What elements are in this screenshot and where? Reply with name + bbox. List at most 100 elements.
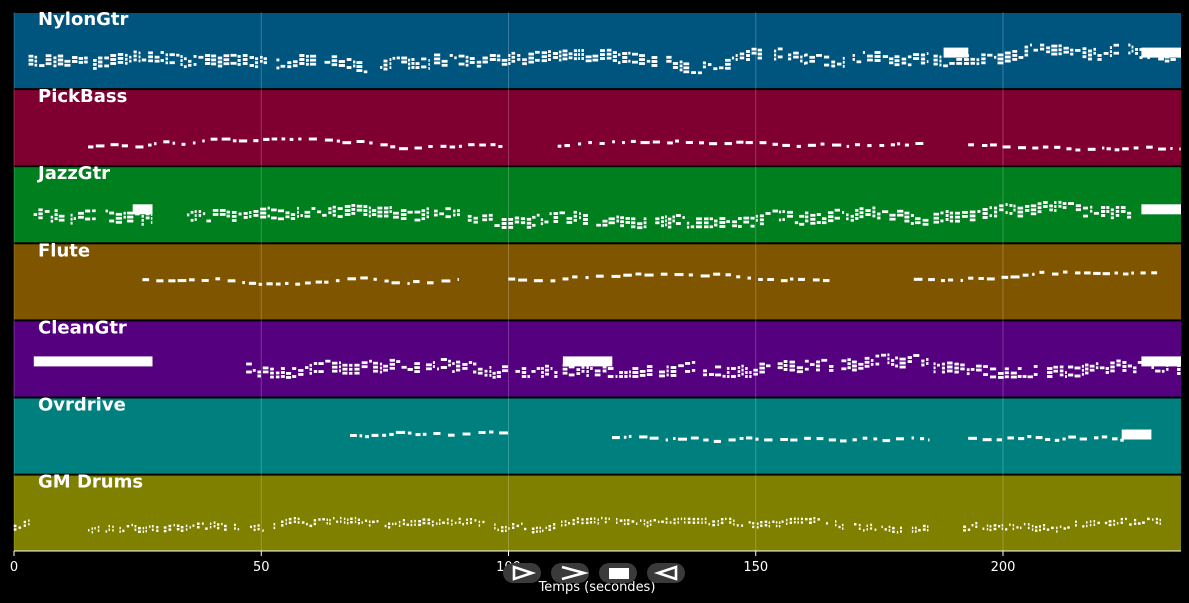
- note: [581, 518, 584, 521]
- note: [141, 222, 144, 226]
- note: [619, 519, 623, 522]
- note: [618, 53, 621, 57]
- note: [982, 527, 985, 530]
- note: [496, 54, 501, 58]
- note: [786, 522, 788, 525]
- note: [54, 209, 58, 213]
- note: [904, 215, 910, 219]
- note: [816, 54, 822, 57]
- note: [428, 59, 430, 62]
- note: [926, 52, 929, 56]
- note: [380, 143, 388, 147]
- note: [632, 375, 639, 378]
- note: [1133, 518, 1137, 522]
- note: [231, 210, 237, 214]
- note: [835, 520, 837, 523]
- step-back-button-bg[interactable]: [647, 563, 685, 583]
- note: [470, 521, 472, 524]
- note: [1007, 436, 1014, 440]
- note: [198, 209, 202, 213]
- sustained-note-block: [1121, 429, 1152, 440]
- note: [616, 521, 618, 524]
- note: [224, 528, 227, 531]
- note: [864, 356, 870, 360]
- note: [774, 53, 777, 57]
- play-button-bg[interactable]: [551, 563, 589, 583]
- note: [97, 64, 103, 68]
- step-back-button[interactable]: [647, 563, 685, 583]
- note: [211, 62, 217, 66]
- note: [350, 517, 353, 520]
- note: [759, 362, 765, 366]
- note: [768, 525, 771, 528]
- note: [119, 526, 121, 530]
- note: [105, 209, 108, 213]
- note: [373, 277, 377, 281]
- note: [573, 49, 578, 53]
- note: [894, 59, 900, 63]
- note: [616, 219, 619, 223]
- note: [631, 520, 635, 523]
- note: [600, 53, 605, 57]
- note: [545, 372, 549, 376]
- note: [295, 282, 301, 286]
- note: [393, 215, 399, 219]
- note: [50, 215, 54, 219]
- step-forward-button[interactable]: [503, 563, 541, 583]
- note: [383, 59, 388, 63]
- step-forward-button-bg[interactable]: [503, 563, 541, 583]
- note: [209, 526, 212, 529]
- note: [592, 58, 599, 62]
- note: [990, 367, 997, 371]
- note: [786, 518, 788, 522]
- note: [1082, 525, 1085, 528]
- play-button[interactable]: [551, 563, 589, 583]
- note: [804, 359, 809, 363]
- note: [371, 209, 377, 212]
- note: [441, 63, 448, 67]
- note: [545, 368, 549, 372]
- note: [363, 205, 368, 208]
- note: [505, 525, 507, 529]
- note: [1089, 368, 1095, 372]
- note: [1135, 52, 1139, 55]
- note: [573, 218, 577, 222]
- note: [553, 216, 559, 219]
- note: [982, 212, 988, 215]
- note: [408, 58, 411, 62]
- note: [1125, 517, 1127, 521]
- note: [482, 60, 488, 64]
- note: [313, 522, 317, 526]
- note: [572, 275, 578, 279]
- note: [585, 276, 589, 280]
- note: [686, 225, 690, 229]
- note: [196, 522, 200, 525]
- note: [156, 529, 159, 532]
- note: [631, 221, 636, 225]
- note: [970, 61, 975, 65]
- note: [999, 204, 1004, 208]
- note: [1043, 201, 1048, 204]
- note: [28, 62, 34, 66]
- note: [344, 209, 351, 212]
- note: [949, 215, 954, 219]
- note: [411, 65, 415, 69]
- note: [508, 217, 514, 221]
- note: [518, 278, 528, 282]
- note: [1033, 365, 1038, 368]
- note: [904, 143, 909, 147]
- note: [318, 518, 321, 521]
- note: [821, 358, 828, 362]
- note: [541, 59, 548, 63]
- note: [254, 65, 259, 69]
- note: [874, 51, 881, 54]
- note: [64, 63, 71, 67]
- note: [725, 66, 731, 70]
- note: [192, 524, 195, 527]
- note: [442, 521, 445, 524]
- note: [1017, 367, 1022, 370]
- note: [630, 139, 636, 143]
- stop-button[interactable]: [599, 563, 637, 583]
- note: [813, 517, 816, 520]
- note: [713, 272, 721, 276]
